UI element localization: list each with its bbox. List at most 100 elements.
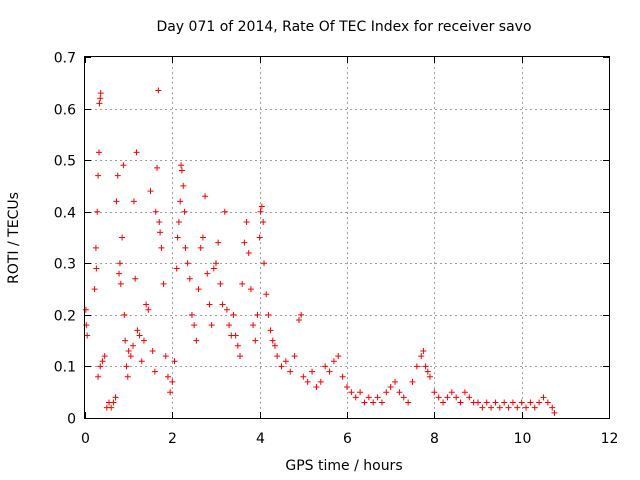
data-point — [199, 234, 206, 241]
data-point — [221, 208, 228, 215]
data-point — [157, 229, 164, 236]
data-point — [182, 244, 189, 251]
data-point — [304, 378, 311, 385]
data-point — [475, 399, 481, 406]
data-point — [149, 347, 156, 354]
data-point — [206, 301, 213, 308]
data-point — [130, 198, 137, 205]
data-point — [93, 265, 100, 272]
data-point — [204, 270, 211, 277]
data-point — [549, 404, 556, 411]
data-point — [444, 394, 451, 401]
data-point — [339, 373, 346, 380]
data-point — [99, 358, 106, 365]
data-point — [518, 399, 525, 406]
data-point — [457, 399, 464, 406]
gridlines — [85, 57, 609, 418]
data-point — [119, 234, 126, 241]
data-point — [184, 260, 191, 267]
y-axis-ticks: 0 0.1 0.2 0.3 0.4 0.5 0.6 0.7 — [54, 51, 609, 428]
data-point — [213, 260, 219, 267]
data-point — [551, 409, 558, 416]
data-point — [252, 337, 259, 344]
data-point — [527, 399, 534, 406]
data-point — [291, 353, 298, 360]
data-point — [160, 280, 167, 287]
data-point — [140, 337, 147, 344]
data-point — [234, 342, 241, 349]
data-point — [505, 404, 512, 411]
data-point — [217, 280, 224, 287]
data-point — [247, 286, 254, 293]
x-tick-label: 10 — [514, 431, 532, 447]
data-point — [267, 327, 274, 334]
data-point — [256, 234, 263, 241]
y-tick-label: 0.4 — [54, 206, 76, 222]
data-point — [171, 358, 178, 365]
data-point — [335, 353, 342, 360]
x-tick-label: 12 — [601, 431, 619, 447]
data-point — [287, 368, 294, 375]
data-point — [180, 182, 187, 189]
data-point — [197, 244, 204, 251]
data-point — [483, 399, 490, 406]
data-point — [91, 286, 98, 293]
data-point — [309, 368, 316, 375]
data-point — [413, 363, 420, 370]
data-point — [426, 373, 433, 380]
data-point — [145, 306, 152, 313]
data-point — [418, 353, 425, 360]
x-tick-label: 6 — [343, 431, 352, 447]
data-point — [223, 306, 230, 313]
data-point — [239, 280, 246, 287]
data-point — [313, 384, 320, 391]
data-point — [361, 399, 368, 406]
data-point — [261, 260, 268, 267]
x-tick-label: 4 — [256, 431, 265, 447]
data-point — [250, 322, 257, 329]
data-point — [326, 368, 333, 375]
y-tick-label: 0 — [67, 412, 76, 428]
data-point — [424, 368, 431, 375]
data-point — [167, 389, 174, 396]
data-point — [96, 100, 103, 107]
data-point — [440, 399, 447, 406]
data-point — [300, 373, 307, 380]
data-point — [396, 389, 403, 396]
data-point — [453, 394, 460, 401]
data-point — [97, 363, 104, 370]
data-point — [155, 87, 162, 94]
data-point — [479, 404, 486, 411]
data-point — [431, 389, 438, 396]
data-point — [178, 162, 185, 169]
data-point — [241, 239, 248, 246]
x-tick-label: 0 — [81, 431, 90, 447]
y-tick-label: 0.7 — [54, 51, 76, 67]
x-tick-label: 2 — [168, 431, 177, 447]
data-point — [215, 239, 222, 246]
y-tick-label: 0.6 — [54, 103, 76, 119]
data-point — [122, 337, 129, 344]
data-point — [117, 280, 124, 287]
data-point — [257, 208, 264, 215]
data-point — [136, 332, 143, 339]
data-point — [169, 378, 176, 385]
data-point — [121, 311, 128, 318]
data-point — [317, 378, 324, 385]
y-tick-label: 0.3 — [54, 257, 76, 273]
data-point — [195, 286, 202, 293]
data-point — [278, 363, 285, 370]
data-point — [383, 389, 390, 396]
plot-frame — [84, 56, 610, 419]
data-point — [173, 265, 180, 272]
data-point — [322, 363, 329, 370]
data-point — [422, 363, 429, 370]
x-axis-label: GPS time / hours — [285, 458, 402, 474]
x-axis-ticks: 0 2 4 6 8 10 12 — [81, 57, 618, 447]
data-point — [95, 373, 102, 380]
data-point — [448, 389, 455, 396]
data-point — [188, 311, 195, 318]
data-point — [461, 389, 468, 396]
data-point — [230, 311, 237, 318]
